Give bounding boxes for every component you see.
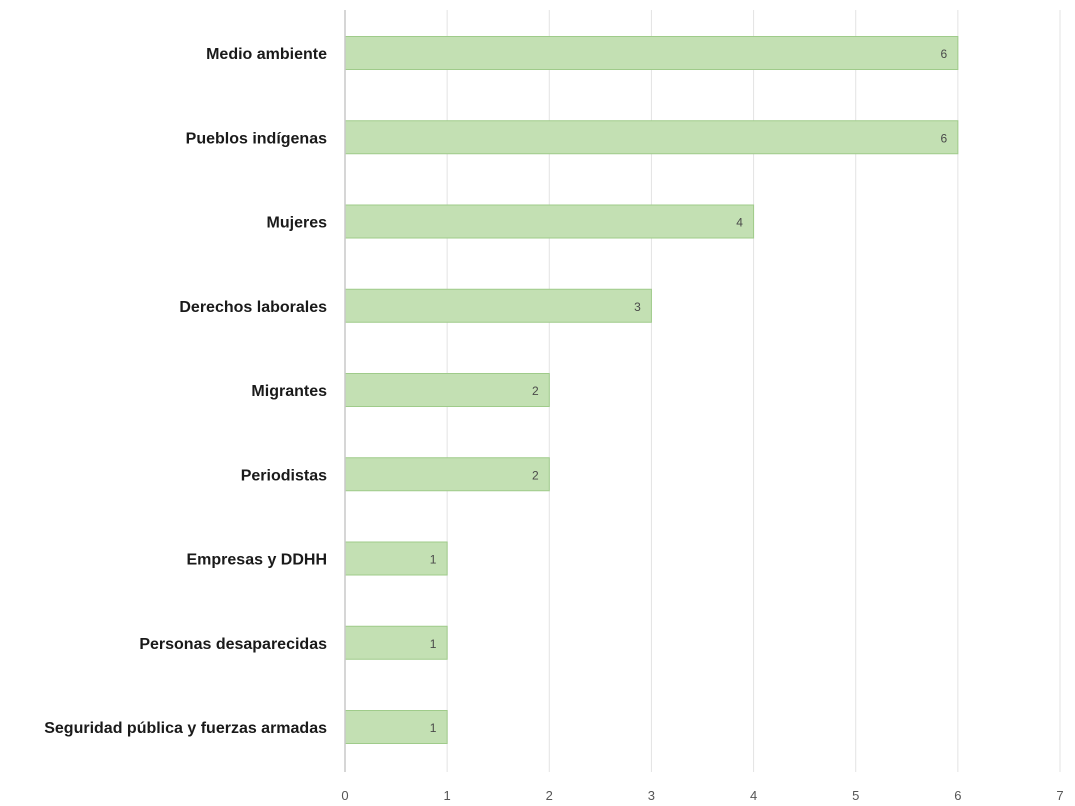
category-label-4: Derechos laborales (179, 299, 327, 316)
bar-5 (344, 373, 550, 407)
data-label-5: 2 (532, 384, 539, 398)
bar-8 (344, 625, 448, 660)
data-label-7: 1 (430, 553, 437, 567)
category-label-8: Personas desaparecidas (139, 636, 327, 653)
category-label-6: Periodistas (241, 467, 327, 484)
x-tick-label-1: 1 (444, 788, 451, 803)
data-label-1: 6 (941, 47, 948, 61)
category-label-9: Seguridad pública y fuerzas armadas (44, 720, 327, 737)
category-label-3: Mujeres (267, 215, 328, 232)
category-label-2: Pueblos indígenas (186, 130, 327, 147)
x-tick-label-4: 4 (750, 788, 757, 803)
bar-4 (344, 288, 652, 323)
x-tick-label-6: 6 (954, 788, 961, 803)
label-layer: 0 1 2 3 4 5 6 7 Medio ambiente 6 Pueblos indígenas… (44, 46, 1063, 803)
bar-1 (344, 36, 959, 70)
category-label-5: Migrantes (251, 383, 327, 400)
bar-3 (344, 204, 755, 239)
category-label-1: Medio ambiente (206, 46, 327, 63)
data-label-9: 1 (430, 721, 437, 735)
data-label-4: 3 (634, 300, 641, 314)
x-tick-label-3: 3 (648, 788, 655, 803)
bar-2 (344, 120, 959, 155)
x-tick-label-7: 7 (1056, 788, 1063, 803)
x-tick-label-2: 2 (546, 788, 553, 803)
data-label-3: 4 (736, 216, 743, 230)
data-label-2: 6 (941, 131, 948, 145)
data-label-6: 2 (532, 468, 539, 482)
bar-7 (344, 541, 448, 576)
x-tick-label-5: 5 (852, 788, 859, 803)
data-label-8: 1 (430, 637, 437, 651)
x-tick-label-0: 0 (341, 788, 348, 803)
category-label-7: Empresas y DDHH (187, 552, 328, 569)
bar-layer (344, 36, 959, 744)
bar-6 (344, 457, 550, 492)
